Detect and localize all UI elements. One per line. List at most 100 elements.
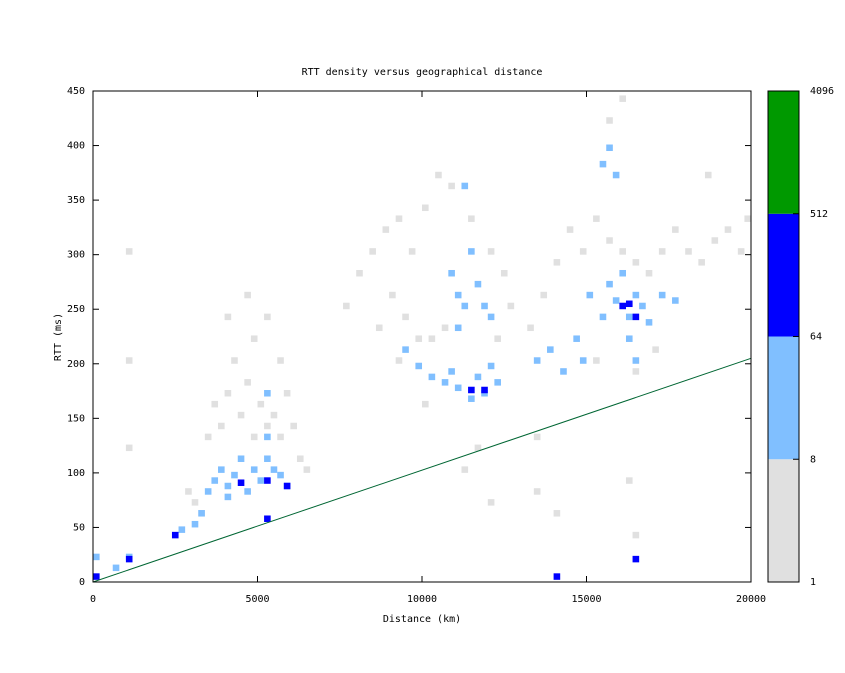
heatmap-cell bbox=[533, 488, 541, 495]
heatmap-cell bbox=[481, 390, 488, 397]
reference-line bbox=[92, 357, 752, 583]
heatmap-cell bbox=[494, 379, 501, 386]
heatmap-cell bbox=[487, 362, 495, 370]
x-axis-label: Distance (km) bbox=[383, 614, 461, 625]
heatmap-cell bbox=[211, 477, 219, 484]
heatmap-cell bbox=[125, 555, 133, 563]
heatmap-cell bbox=[632, 368, 640, 375]
heatmap-cell bbox=[303, 466, 311, 473]
heatmap-cell bbox=[250, 466, 258, 473]
heatmap-cell bbox=[454, 384, 462, 392]
heatmap-cell bbox=[198, 510, 205, 517]
heatmap-cell bbox=[277, 433, 284, 441]
colorbar-tick-label: 4096 bbox=[810, 86, 834, 97]
heatmap-cell bbox=[125, 357, 133, 364]
heatmap-cell bbox=[356, 269, 363, 277]
heatmap-cell bbox=[468, 215, 475, 222]
heatmap-cell bbox=[395, 215, 403, 222]
heatmap-cell bbox=[415, 362, 423, 370]
heatmap-cell bbox=[481, 386, 488, 394]
heatmap-cell bbox=[685, 248, 692, 255]
y-tick-label: 400 bbox=[67, 141, 85, 152]
y-tick-label: 100 bbox=[67, 468, 85, 479]
heatmap-cell bbox=[672, 226, 679, 233]
heatmap-cell bbox=[211, 400, 219, 408]
heatmap-cell bbox=[382, 226, 390, 233]
heatmap-cell bbox=[744, 215, 752, 222]
heatmap-cell bbox=[171, 531, 179, 539]
heatmap-cell bbox=[264, 390, 271, 397]
x-tick-label: 10000 bbox=[407, 594, 437, 605]
heatmap-cell bbox=[593, 357, 600, 364]
heatmap-cell bbox=[185, 488, 192, 495]
heatmap-cell bbox=[237, 455, 245, 462]
heatmap-cell bbox=[461, 302, 469, 310]
heatmap-cell bbox=[468, 395, 475, 402]
heatmap-cell bbox=[224, 313, 232, 321]
heatmap-cell bbox=[639, 302, 646, 310]
heatmap-cell bbox=[257, 400, 265, 408]
heatmap-cell bbox=[619, 269, 626, 277]
heatmap-cell bbox=[244, 291, 251, 299]
heatmap-cell bbox=[264, 313, 271, 321]
heatmap-cell bbox=[264, 477, 271, 484]
heatmap-cell bbox=[125, 444, 133, 452]
heatmap-cell bbox=[500, 269, 508, 277]
heatmap-cell bbox=[619, 302, 626, 310]
colorbar-tick-label: 64 bbox=[810, 332, 822, 343]
heatmap-cell bbox=[573, 335, 580, 342]
heatmap-cell bbox=[270, 411, 278, 419]
y-axis-label: RTT (ms) bbox=[53, 313, 64, 361]
heatmap-cell bbox=[461, 466, 469, 473]
heatmap-cell bbox=[645, 269, 653, 277]
heatmap-cell bbox=[231, 471, 238, 479]
heatmap-cell bbox=[698, 259, 705, 266]
heatmap-cell bbox=[283, 482, 291, 490]
heatmap-cell bbox=[579, 357, 587, 364]
heatmap-cell bbox=[658, 248, 666, 255]
heatmap-cell bbox=[204, 488, 212, 495]
heatmap-cell bbox=[566, 226, 574, 233]
heatmap-cell bbox=[645, 319, 653, 326]
heatmap-cell bbox=[632, 291, 640, 299]
heatmap-cell bbox=[606, 280, 613, 288]
heatmap-cell bbox=[540, 291, 548, 299]
heatmap-cell bbox=[422, 400, 429, 408]
heatmap-cell bbox=[395, 357, 403, 364]
heatmap-cell bbox=[599, 160, 607, 168]
heatmap-cell bbox=[224, 493, 232, 501]
heatmap-cell bbox=[441, 324, 449, 332]
x-tick-label: 0 bbox=[90, 594, 96, 605]
heatmap-cell bbox=[560, 368, 567, 375]
heatmap-cell bbox=[625, 313, 633, 321]
heatmap-cell bbox=[606, 144, 613, 152]
heatmap-cell bbox=[652, 346, 659, 353]
heatmap-cell bbox=[468, 248, 475, 255]
heatmap-cell bbox=[204, 433, 212, 441]
heatmap-cell bbox=[711, 237, 719, 244]
y-tick-label: 150 bbox=[67, 413, 85, 424]
heatmap-cell bbox=[632, 555, 640, 563]
heatmap-cell bbox=[218, 466, 225, 473]
heatmap-cell bbox=[737, 248, 745, 255]
heatmap-cell bbox=[191, 520, 199, 528]
heatmap-cell bbox=[218, 422, 225, 430]
heatmap-cell bbox=[553, 259, 561, 266]
heatmap-cell bbox=[257, 477, 265, 484]
colorbar-segment bbox=[768, 91, 799, 214]
heatmap-cell bbox=[474, 373, 482, 381]
heatmap-cell bbox=[658, 291, 666, 299]
heatmap-cell bbox=[244, 379, 251, 386]
heatmap-cell bbox=[441, 379, 449, 386]
heatmap-cell bbox=[474, 444, 482, 452]
heatmap-cell bbox=[93, 553, 100, 561]
chart-title: RTT density versus geographical distance bbox=[302, 67, 543, 78]
heatmap-cell bbox=[178, 526, 186, 533]
heatmap-cell bbox=[375, 324, 383, 332]
heatmap-cell bbox=[422, 204, 429, 212]
heatmap-cell bbox=[625, 335, 633, 342]
heatmap-cell bbox=[224, 390, 232, 397]
heatmap-cell bbox=[428, 373, 436, 381]
colorbar-segment bbox=[768, 336, 799, 460]
